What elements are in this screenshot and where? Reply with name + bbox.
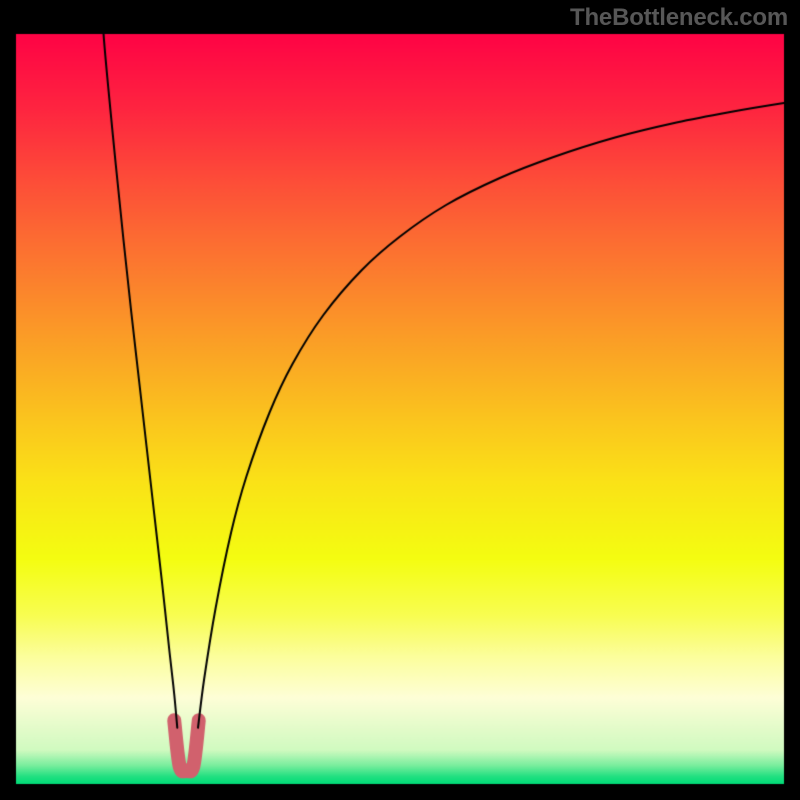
figure-root: TheBottleneck.com	[0, 0, 800, 800]
watermark-text: TheBottleneck.com	[570, 4, 788, 32]
bottleneck-curve-plot	[0, 0, 800, 800]
